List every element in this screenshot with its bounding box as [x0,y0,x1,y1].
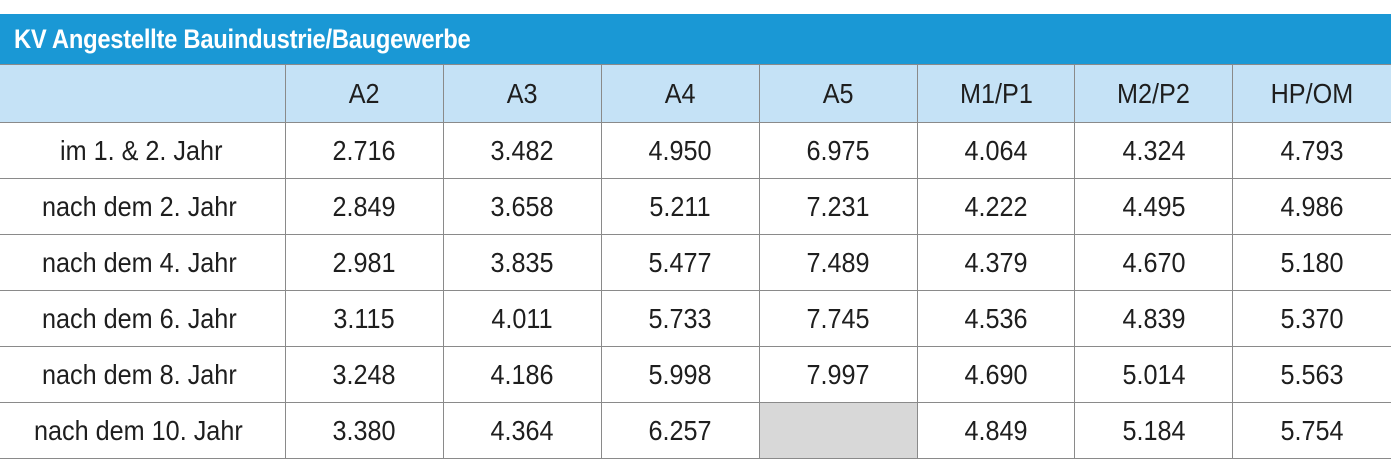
table-cell: 6.257 [600,402,760,459]
table-cell: 5.733 [600,290,760,347]
row-label: nach dem 8. Jahr [0,346,286,403]
table-cell: 6.975 [758,122,918,179]
table-cell: 3.115 [284,290,444,347]
header-cell-m2p2: M2/P2 [1074,64,1234,123]
table-cell: 7.489 [758,234,918,291]
salary-table: A2 A3 A4 A5 M1/P1 M2/P2 HP/OM im 1. & 2.… [0,64,1391,459]
row-label: nach dem 10. Jahr [0,402,286,459]
table-cell: 5.477 [600,234,760,291]
header-cell-a4: A4 [600,64,760,123]
table-cell: 2.849 [284,178,444,235]
row-label: nach dem 6. Jahr [0,290,286,347]
table-cell: 4.064 [916,122,1076,179]
row-label: im 1. & 2. Jahr [0,122,286,179]
table-cell: 3.482 [442,122,602,179]
table-cell: 3.658 [442,178,602,235]
table-row: nach dem 10. Jahr 3.380 4.364 6.257 4.84… [0,402,1391,459]
header-cell-a3: A3 [442,64,602,123]
table-cell: 3.380 [284,402,444,459]
table-cell: 5.211 [600,178,760,235]
header-cell-empty [0,64,286,123]
row-label: nach dem 2. Jahr [0,178,286,235]
title-bar: KV Angestellte Bauindustrie/Baugewerbe [0,14,1391,64]
table-cell: 4.011 [442,290,602,347]
table-cell: 4.222 [916,178,1076,235]
header-row: A2 A3 A4 A5 M1/P1 M2/P2 HP/OM [0,64,1391,123]
header-cell-hpom: HP/OM [1232,64,1391,123]
table-cell: 4.379 [916,234,1076,291]
table-cell: 5.998 [600,346,760,403]
table-cell: 5.370 [1232,290,1391,347]
table-cell: 4.849 [916,402,1076,459]
table-cell: 3.835 [442,234,602,291]
row-label: nach dem 4. Jahr [0,234,286,291]
table-cell: 7.997 [758,346,918,403]
table-cell: 5.180 [1232,234,1391,291]
header-cell-m1p1: M1/P1 [916,64,1076,123]
table-cell: 7.745 [758,290,918,347]
table-title: KV Angestellte Bauindustrie/Baugewerbe [14,23,471,54]
table-cell: 4.986 [1232,178,1391,235]
header-cell-a2: A2 [284,64,444,123]
header-cell-a5: A5 [758,64,918,123]
table-row: nach dem 2. Jahr 2.849 3.658 5.211 7.231… [0,178,1391,235]
table-cell: 5.563 [1232,346,1391,403]
table-cell: 5.014 [1074,346,1234,403]
table-cell: 4.670 [1074,234,1234,291]
table-cell: 2.981 [284,234,444,291]
table-cell: 5.184 [1074,402,1234,459]
table-cell: 4.364 [442,402,602,459]
table-row: im 1. & 2. Jahr 2.716 3.482 4.950 6.975 … [0,122,1391,179]
empty-cell [758,402,918,459]
table-row: nach dem 8. Jahr 3.248 4.186 5.998 7.997… [0,346,1391,403]
table-cell: 2.716 [284,122,444,179]
table-cell: 5.754 [1232,402,1391,459]
table-cell: 4.536 [916,290,1076,347]
table-cell: 4.950 [600,122,760,179]
table-cell: 7.231 [758,178,918,235]
table-row: nach dem 6. Jahr 3.115 4.011 5.733 7.745… [0,290,1391,347]
table-cell: 4.690 [916,346,1076,403]
table-row: nach dem 4. Jahr 2.981 3.835 5.477 7.489… [0,234,1391,291]
table-cell: 4.186 [442,346,602,403]
table-cell: 4.839 [1074,290,1234,347]
table-cell: 3.248 [284,346,444,403]
table-cell: 4.495 [1074,178,1234,235]
table-cell: 4.324 [1074,122,1234,179]
table-cell: 4.793 [1232,122,1391,179]
